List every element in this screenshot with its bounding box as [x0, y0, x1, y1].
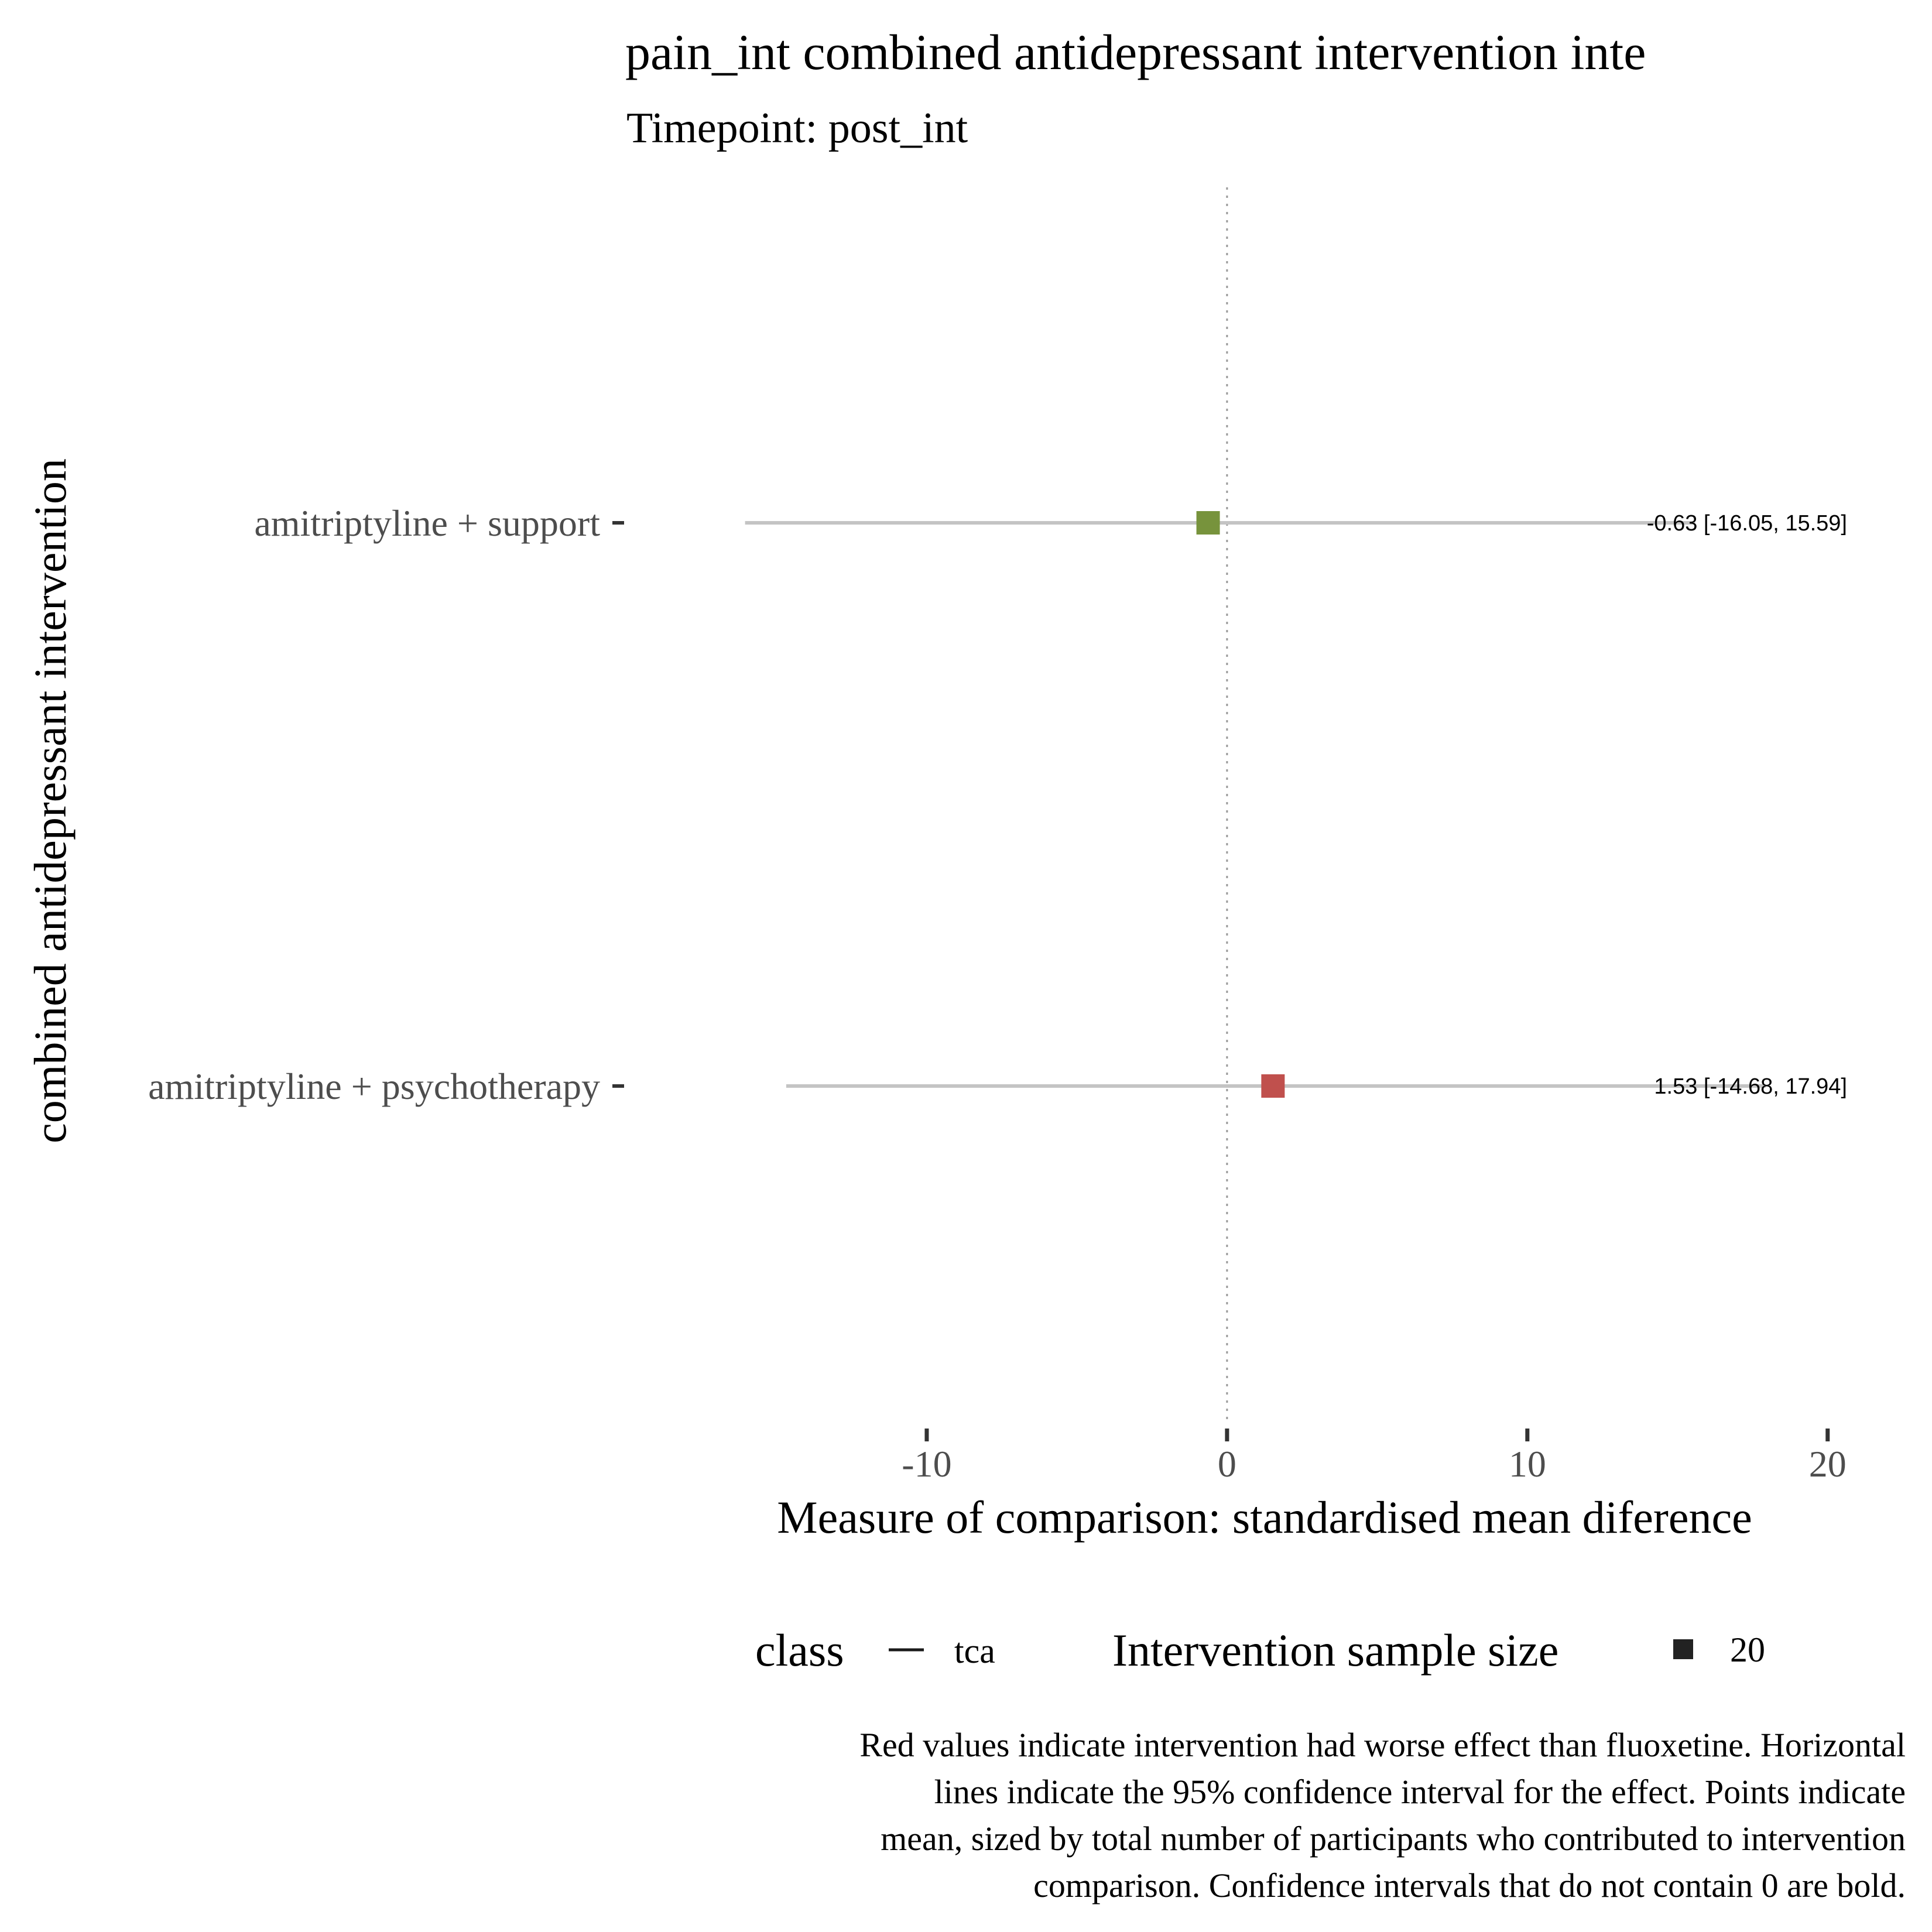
caption-line: comparison. Confidence intervals that do…	[1033, 1866, 1906, 1904]
x-tick-label: 0	[1218, 1443, 1236, 1485]
legend-size-item: 20	[1730, 1630, 1765, 1669]
chart-title: pain_int combined antidepressant interve…	[625, 24, 1646, 80]
x-tick-label: 20	[1809, 1443, 1847, 1485]
rows-layer: amitriptyline + support -0.63 [-16.05, 15…	[148, 502, 1847, 1107]
effect-annotation: 1.53 [-14.68, 17.94]	[1654, 1074, 1847, 1099]
forest-row: amitriptyline + support -0.63 [-16.05, 15…	[254, 502, 1847, 544]
row-label: amitriptyline + support	[254, 502, 600, 544]
mean-point	[1196, 511, 1220, 535]
legend-class-item: tca	[954, 1632, 995, 1670]
legend-size-title: Intervention sample size	[1112, 1625, 1558, 1676]
x-tick-label: 10	[1509, 1443, 1546, 1485]
legend-size-key	[1673, 1639, 1693, 1659]
x-axis-title: Measure of comparison: standardised mean…	[777, 1492, 1752, 1543]
legend: class tca Intervention sample size 20	[755, 1625, 1765, 1676]
legend-class-title: class	[755, 1625, 844, 1676]
mean-point	[1261, 1074, 1285, 1098]
caption-line: mean, sized by total number of participa…	[881, 1820, 1906, 1858]
caption: Red values indicate intervention had wor…	[859, 1726, 1906, 1904]
chart-subtitle: Timepoint: post_int	[626, 104, 968, 152]
x-tick-label: -10	[902, 1443, 951, 1485]
x-axis-ticks: -10 0 10 20	[902, 1429, 1847, 1485]
effect-annotation: -0.63 [-16.05, 15.59]	[1647, 511, 1847, 536]
forest-row: amitriptyline + psychotherapy 1.53 [-14.6…	[148, 1066, 1847, 1107]
caption-line: Red values indicate intervention had wor…	[859, 1726, 1906, 1764]
y-axis-title: combined antidepressant intervention	[25, 458, 76, 1143]
caption-line: lines indicate the 95% confidence interv…	[934, 1773, 1906, 1811]
row-label: amitriptyline + psychotherapy	[148, 1066, 600, 1107]
